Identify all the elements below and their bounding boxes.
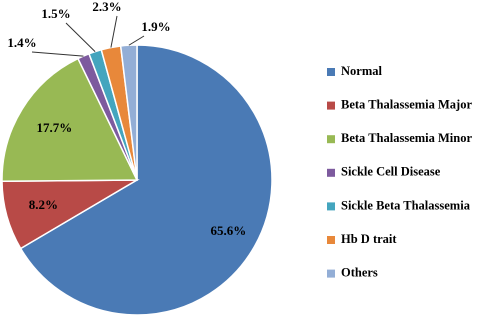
legend-swatch <box>327 68 335 76</box>
legend-swatch <box>327 135 335 144</box>
legend-label: Others <box>341 265 378 279</box>
leader-line <box>65 22 96 53</box>
legend-label: Normal <box>341 64 382 78</box>
data-label: 8.2% <box>29 197 58 212</box>
legend-label: Beta Thalassemia Major <box>341 97 472 111</box>
pie-slice <box>19 44 273 316</box>
legend-label: Sickle Cell Disease <box>341 165 441 179</box>
legend-swatch <box>327 236 335 244</box>
pie-slice <box>1 57 139 183</box>
legend-swatch <box>327 202 335 211</box>
legend-swatch <box>327 101 335 110</box>
data-label: 1.5% <box>41 6 70 21</box>
legend-label: Sickle Beta Thalassemia <box>341 198 471 212</box>
data-label: 1.9% <box>141 19 170 34</box>
data-label: 17.7% <box>36 120 72 135</box>
legend-swatch <box>327 168 335 177</box>
data-label: 65.6% <box>211 223 247 238</box>
leader-line <box>128 35 145 46</box>
leader-line <box>110 15 118 48</box>
legend-label: Hb D trait <box>341 232 397 246</box>
data-label: 1.4% <box>7 35 36 50</box>
leader-line <box>31 51 84 57</box>
legend-swatch <box>327 269 335 278</box>
legend-label: Beta Thalassemia Minor <box>341 131 472 145</box>
data-label: 2.3% <box>92 0 121 14</box>
